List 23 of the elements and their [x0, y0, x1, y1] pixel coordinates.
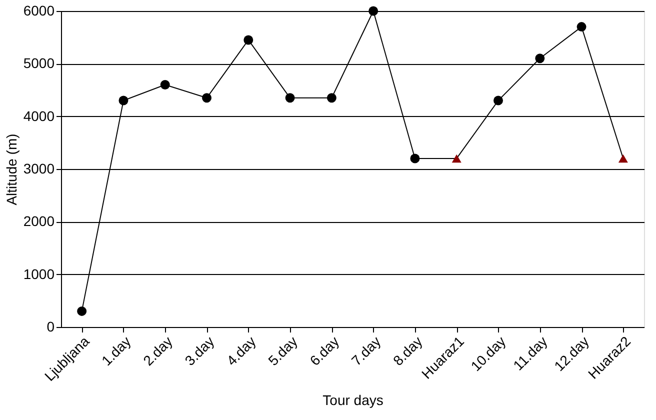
point — [452, 154, 462, 163]
y-tick-label: 5000 — [23, 55, 55, 72]
y-tick-label: 6000 — [23, 2, 55, 18]
point — [535, 54, 545, 64]
point — [368, 6, 378, 16]
point — [285, 93, 295, 103]
y-axis-title: Altitude (m) — [3, 134, 20, 206]
point — [618, 154, 628, 163]
point — [576, 22, 586, 32]
y-tick-label: 0 — [46, 318, 55, 334]
y-tick-label: 3000 — [23, 160, 55, 176]
y-tick-label: 2000 — [23, 213, 55, 230]
point — [494, 96, 503, 106]
point — [118, 96, 128, 106]
y-tick-label: 4000 — [23, 108, 55, 124]
x-axis-title: Tour days — [322, 392, 384, 408]
point — [326, 93, 336, 103]
point — [160, 80, 170, 90]
y-tick-label: 1000 — [23, 266, 55, 282]
point — [202, 93, 212, 103]
point — [410, 154, 420, 164]
point — [244, 35, 254, 45]
point — [77, 306, 87, 316]
